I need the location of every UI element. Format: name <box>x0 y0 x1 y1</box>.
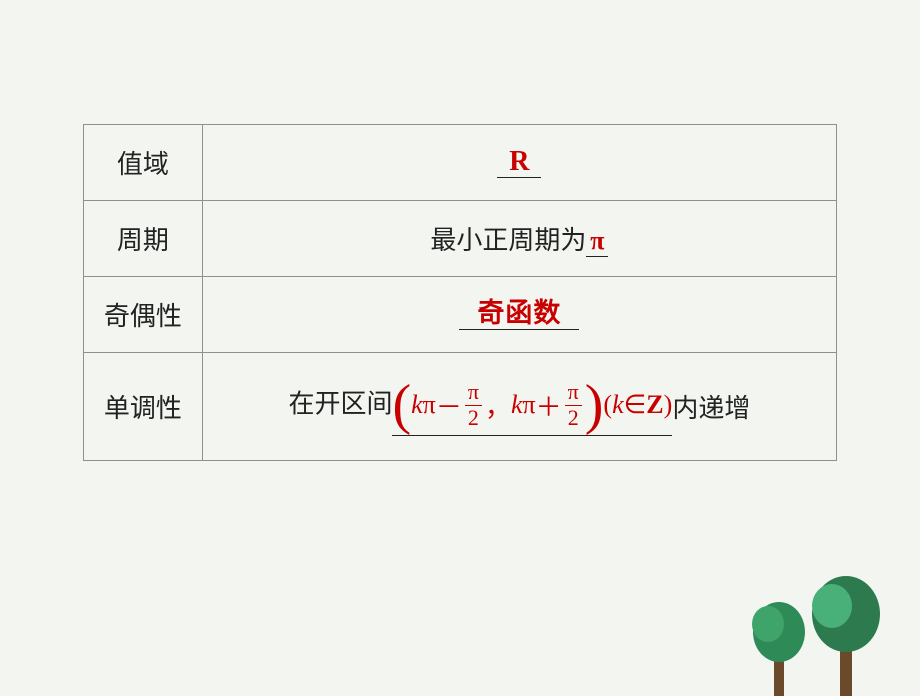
monotone-prefix: 在开区间 <box>288 389 392 418</box>
answer-period: π <box>586 227 608 257</box>
trees-icon <box>740 576 900 696</box>
period-prefix: 最小正周期为 <box>430 226 586 255</box>
label-monotone: 单调性 <box>84 353 203 461</box>
minus: － <box>436 387 462 424</box>
frac1-num: π <box>465 380 482 405</box>
left-paren-icon: ( <box>392 377 411 433</box>
monotone-suffix: 内递增 <box>672 394 750 423</box>
plus: ＋ <box>536 387 562 424</box>
content-period: 最小正周期为π <box>202 201 836 277</box>
k-in-z: (k∈Z) <box>603 390 672 420</box>
content-monotone: 在开区间 ( k π － π 2 ， k π ＋ π 2 ) (k∈Z) 内 <box>202 353 836 461</box>
k1: k <box>411 390 423 420</box>
pi1: π <box>423 390 436 420</box>
row-parity: 奇偶性 奇函数 <box>84 277 837 353</box>
properties-table: 值域 R 周期 最小正周期为π 奇偶性 奇函数 单调性 在开区间 ( k π －… <box>83 124 837 461</box>
label-range: 值域 <box>84 125 203 201</box>
answer-parity: 奇函数 <box>459 299 579 330</box>
frac1: π 2 <box>465 380 482 429</box>
content-range: R <box>202 125 836 201</box>
frac1-den: 2 <box>465 406 482 430</box>
label-parity: 奇偶性 <box>84 277 203 353</box>
formula-underline: ( k π － π 2 ， k π ＋ π 2 ) (k∈Z) <box>392 377 672 436</box>
label-period: 周期 <box>84 201 203 277</box>
frac2-num: π <box>565 380 582 405</box>
k2: k <box>511 390 523 420</box>
comma: ， <box>485 387 511 424</box>
pi2: π <box>523 390 536 420</box>
right-paren-icon: ) <box>585 377 604 433</box>
interval-formula: ( k π － π 2 ， k π ＋ π 2 ) (k∈Z) <box>392 377 672 433</box>
frac2-den: 2 <box>565 406 582 430</box>
content-parity: 奇函数 <box>202 277 836 353</box>
row-period: 周期 最小正周期为π <box>84 201 837 277</box>
row-monotone: 单调性 在开区间 ( k π － π 2 ， k π ＋ π 2 ) <box>84 353 837 461</box>
frac2: π 2 <box>565 380 582 429</box>
row-range: 值域 R <box>84 125 837 201</box>
answer-range: R <box>497 147 541 179</box>
